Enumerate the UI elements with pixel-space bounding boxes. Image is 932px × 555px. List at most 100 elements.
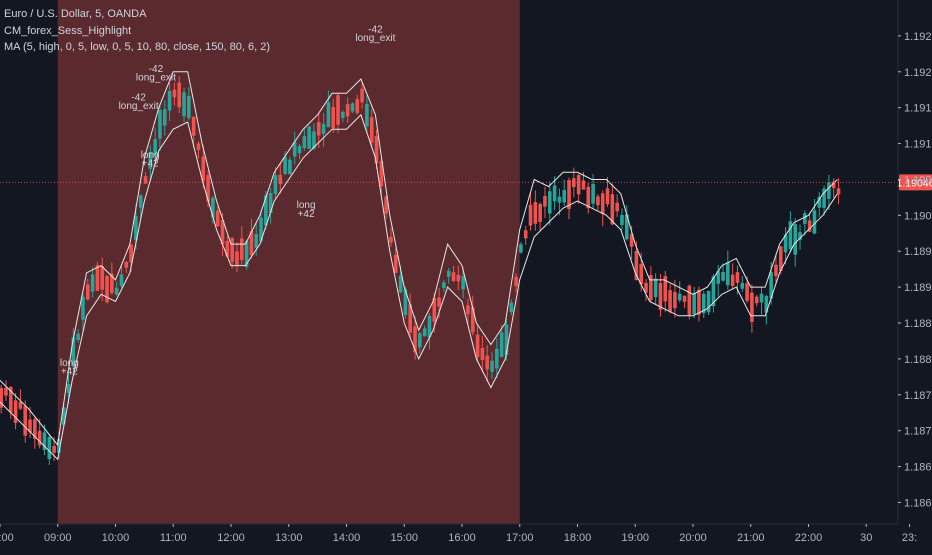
- candle-body: [134, 215, 138, 241]
- candle-body: [547, 191, 552, 214]
- candle-body: [504, 324, 509, 355]
- signal-label-10: long: [60, 358, 79, 369]
- y-tick-label: 1.18900: [904, 282, 932, 294]
- candle-body: [682, 295, 687, 302]
- candle-body: [586, 186, 591, 209]
- candle-body: [552, 185, 557, 202]
- indicator-session-highlight[interactable]: CM_forex_Sess_Highlight: [4, 24, 132, 37]
- candle-body: [610, 194, 615, 225]
- candle-body: [740, 282, 745, 289]
- candle-body: [187, 95, 191, 119]
- candle-body: [235, 251, 239, 266]
- candle-body: [302, 136, 307, 149]
- x-tick-label: 12:00: [217, 532, 245, 544]
- candle-body: [61, 407, 66, 425]
- candle-body: [66, 383, 71, 394]
- signal-label-6: long: [141, 150, 160, 161]
- candle-body: [225, 240, 230, 257]
- signal-label-0: -42: [131, 92, 146, 103]
- candle-body: [37, 430, 42, 446]
- symbol-title[interactable]: Euro / U.S. Dollar, 5, OANDA: [4, 8, 147, 20]
- candle-body: [836, 188, 841, 195]
- y-tick-label: 1.19100: [904, 139, 932, 151]
- candle-body: [254, 234, 259, 248]
- candle-body: [369, 117, 374, 143]
- candle-body: [312, 131, 316, 149]
- candle-body: [831, 181, 836, 189]
- candle-body: [644, 282, 648, 293]
- x-tick-label: 23:: [902, 532, 917, 544]
- candle-body: [519, 244, 523, 253]
- candle-body: [480, 348, 485, 361]
- candle-body: [461, 275, 465, 290]
- candle-body: [4, 387, 8, 396]
- candle-body: [297, 146, 302, 154]
- indicator-moving-average[interactable]: MA (5, high, 0, 5, low, 0, 5, 10, 80, cl…: [4, 41, 270, 53]
- x-tick-label: 17:00: [506, 532, 534, 544]
- candle-body: [350, 103, 355, 112]
- ma-line-1: [0, 71, 838, 447]
- candle-body: [8, 386, 13, 413]
- candle-body: [196, 143, 201, 151]
- candle-body: [475, 334, 480, 358]
- y-tick-label: 1.19250: [904, 31, 932, 43]
- candle-body: [403, 289, 408, 315]
- candle-body: [259, 217, 263, 242]
- candle-body: [57, 438, 61, 453]
- candle-body: [774, 264, 778, 277]
- candle-body: [634, 250, 639, 281]
- candle-body: [398, 275, 403, 293]
- candle-body: [533, 202, 538, 224]
- candle-body: [567, 180, 571, 209]
- candle-body: [249, 231, 254, 256]
- ma-line-2: [0, 113, 838, 461]
- candle-body: [321, 123, 326, 134]
- x-tick-label: 30: [860, 532, 872, 544]
- candle-body: [389, 236, 393, 243]
- chart-legend: Euro / U.S. Dollar, 5, OANDA CM_forex_Se…: [4, 6, 270, 56]
- candle-body: [615, 202, 619, 212]
- candle-body: [278, 174, 283, 185]
- candle-body: [292, 142, 297, 157]
- candle-body: [0, 387, 3, 408]
- candle-body: [470, 307, 475, 333]
- candle-body: [288, 159, 292, 175]
- candle-body: [783, 234, 788, 253]
- x-tick-label: 22:00: [795, 532, 823, 544]
- x-tick-label: 21:00: [737, 532, 765, 544]
- candle-body: [244, 241, 249, 268]
- candle-body: [326, 102, 331, 128]
- candle-body: [90, 274, 95, 292]
- candle-body: [408, 304, 413, 333]
- candle-body: [124, 261, 129, 268]
- candle-body: [509, 302, 514, 313]
- candle-body: [422, 328, 427, 337]
- candle-body: [466, 305, 470, 315]
- candle-body: [745, 283, 749, 301]
- candle-body: [365, 103, 369, 127]
- candle-body: [721, 272, 725, 281]
- candle-body: [360, 88, 364, 103]
- candle-body: [100, 266, 105, 290]
- candle-body: [239, 238, 244, 261]
- candle-body: [28, 419, 32, 433]
- candle-body: [456, 274, 461, 282]
- candle-body: [716, 271, 721, 284]
- candle-body: [143, 176, 148, 184]
- candle-body: [158, 110, 162, 139]
- signal-label-4: -42: [368, 24, 383, 35]
- candle-body: [418, 333, 422, 348]
- candle-body: [355, 99, 360, 114]
- candle-body: [437, 297, 441, 307]
- signal-label-8: long: [297, 200, 316, 211]
- candle-body: [33, 419, 37, 439]
- x-tick-label: 15:00: [390, 532, 418, 544]
- candle-body: [827, 182, 831, 199]
- candle-body: [624, 214, 629, 240]
- candle-body: [119, 274, 124, 287]
- candle-body: [668, 290, 672, 312]
- y-tick-label: 1.19000: [904, 210, 932, 222]
